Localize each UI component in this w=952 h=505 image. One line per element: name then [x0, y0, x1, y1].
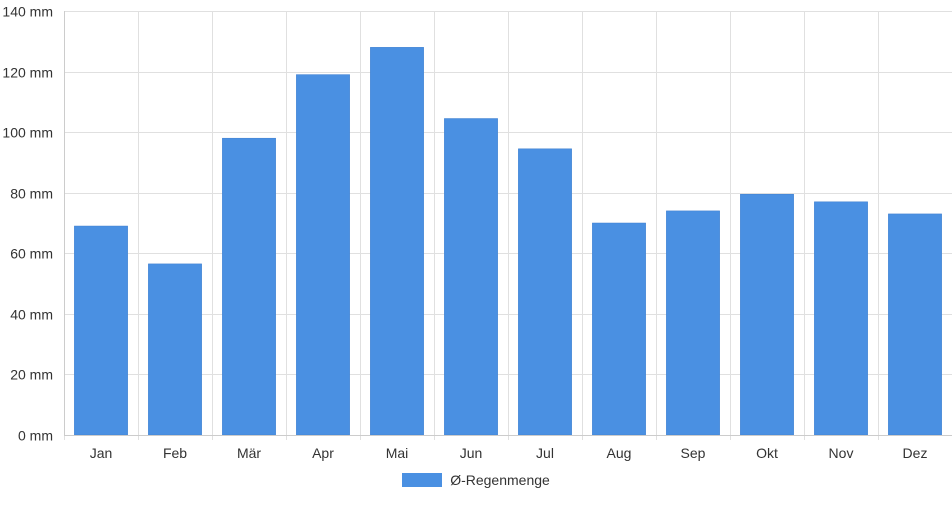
y-tick-label: 60 mm	[10, 246, 53, 262]
x-tick-label: Okt	[756, 445, 778, 461]
y-tick-label: 40 mm	[10, 307, 53, 323]
x-tick-label: Aug	[607, 445, 632, 461]
x-tick-label: Mai	[386, 445, 409, 461]
bar-Mär[interactable]	[222, 137, 276, 436]
legend[interactable]: Ø-Regenmenge	[0, 472, 952, 488]
x-tick-label: Dez	[903, 445, 928, 461]
legend-swatch[interactable]	[402, 473, 443, 487]
bar-Mai[interactable]	[370, 47, 424, 436]
bar-Dez[interactable]	[888, 213, 942, 436]
grid	[64, 11, 952, 440]
x-tick-label: Jun	[460, 445, 483, 461]
y-tick-label: 140 mm	[2, 4, 53, 20]
y-tick-label: 120 mm	[2, 65, 53, 81]
y-tick-label: 80 mm	[10, 186, 53, 202]
bar-Jun[interactable]	[444, 118, 498, 436]
bar-Apr[interactable]	[296, 74, 350, 436]
axes: 0 mm 20 mm 40 mm 60 mm 80 mm 100 mm 120 mm 140 …	[2, 4, 952, 461]
x-tick-label: Nov	[829, 445, 854, 461]
bar-Feb[interactable]	[148, 263, 202, 436]
bar-Sep[interactable]	[666, 210, 720, 436]
x-tick-label: Mär	[237, 445, 261, 461]
bar-Jul[interactable]	[518, 148, 572, 436]
x-tick-label: Apr	[312, 445, 334, 461]
y-tick-label: 100 mm	[2, 125, 53, 141]
x-tick-label: Feb	[163, 445, 187, 461]
y-tick-label: 0 mm	[18, 428, 53, 444]
bar-Nov[interactable]	[814, 201, 868, 436]
x-tick-label: Jan	[90, 445, 113, 461]
x-tick-label: Jul	[536, 445, 554, 461]
y-tick-label: 20 mm	[10, 367, 53, 383]
bar-Okt[interactable]	[740, 193, 794, 436]
bar-Jan[interactable]	[74, 225, 128, 436]
legend-label[interactable]: Ø-Regenmenge	[450, 472, 550, 488]
x-tick-label: Sep	[681, 445, 706, 461]
bars	[74, 47, 942, 436]
bar-Aug[interactable]	[592, 222, 646, 436]
